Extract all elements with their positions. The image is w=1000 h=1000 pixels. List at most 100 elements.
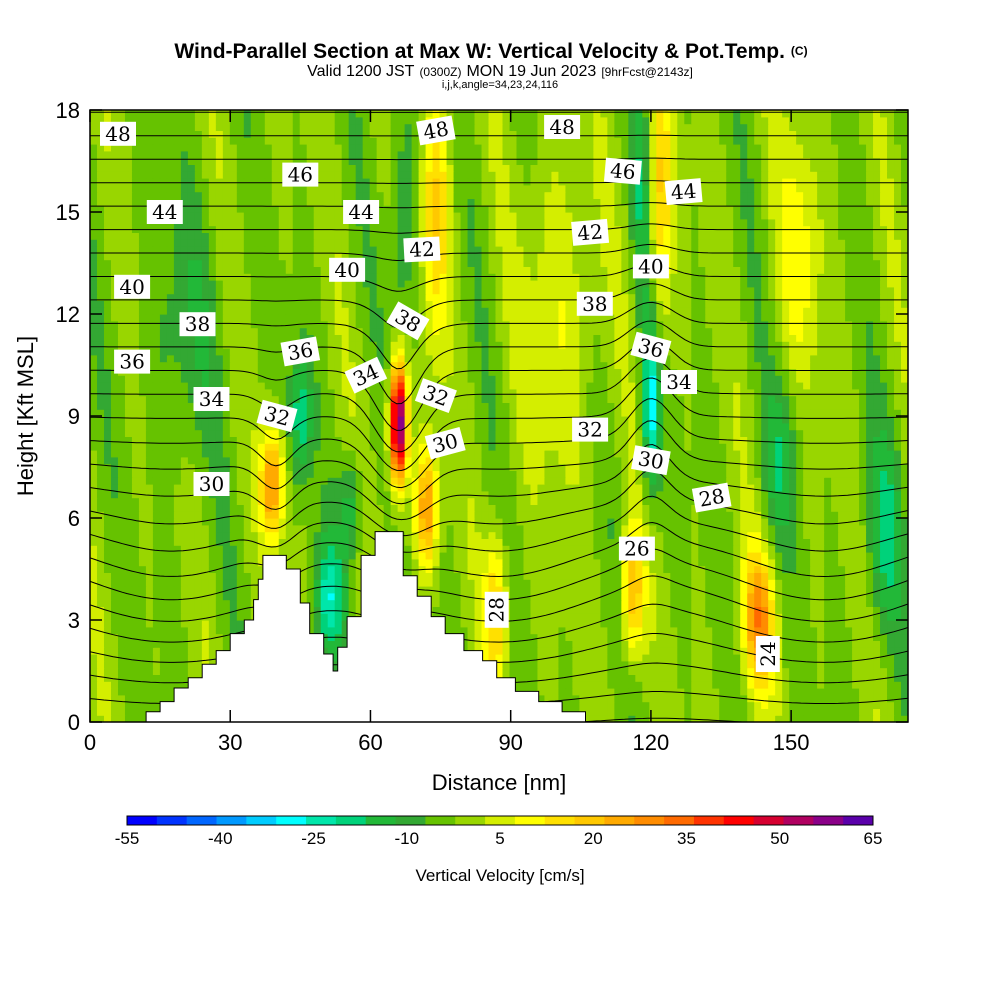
heat-cell: [579, 565, 587, 573]
heat-cell: [481, 511, 490, 519]
heat-cell: [600, 626, 608, 635]
heat-cell: [201, 620, 210, 628]
heat-cell: [572, 647, 580, 655]
heat-cell: [278, 463, 287, 471]
heat-cell: [880, 518, 888, 526]
heat-cell: [670, 606, 678, 614]
heat-cell: [894, 579, 902, 587]
heat-cell: [572, 443, 580, 451]
heat-cell: [90, 518, 98, 526]
heat-cell: [124, 606, 133, 614]
heat-cell: [362, 463, 371, 471]
heat-cell: [523, 429, 532, 437]
heat-cell: [894, 660, 902, 669]
heat-cell: [327, 599, 336, 607]
heat-cell: [90, 660, 98, 669]
heat-cell: [663, 654, 671, 662]
heat-cell: [894, 613, 902, 621]
heat-cell: [320, 606, 329, 614]
heat-cell: [96, 524, 105, 533]
heat-cell: [145, 545, 154, 553]
heat-cell: [124, 660, 133, 669]
heat-cell: [586, 524, 594, 533]
heat-cell: [719, 558, 727, 567]
heat-cell: [628, 620, 636, 628]
heat-cell: [726, 450, 734, 458]
heat-cell: [754, 613, 762, 621]
heat-cell: [397, 450, 406, 458]
heat-cell: [516, 586, 525, 594]
heat-cell: [642, 694, 650, 703]
heat-cell: [502, 504, 511, 512]
heat-cell: [565, 620, 574, 628]
heat-cell: [705, 538, 713, 546]
heat-cell: [628, 429, 636, 437]
heat-cell: [649, 470, 657, 478]
heat-cell: [285, 436, 294, 444]
heat-cell: [530, 497, 539, 505]
heat-cell: [852, 633, 860, 641]
heat-cell: [208, 565, 217, 573]
heat-cell: [684, 579, 692, 587]
heat-cell: [880, 524, 888, 533]
heat-cell: [663, 633, 671, 641]
heat-cell: [796, 477, 804, 485]
heat-cell: [817, 674, 825, 682]
heat-cell: [586, 654, 594, 662]
heat-cell: [418, 579, 427, 587]
heat-cell: [593, 613, 601, 621]
heat-cell: [502, 463, 511, 471]
heat-cell: [201, 552, 210, 560]
heat-cell: [866, 701, 874, 709]
heat-cell: [719, 524, 727, 533]
heat-cell: [691, 484, 699, 492]
heat-cell: [824, 674, 832, 682]
heat-cell: [628, 443, 636, 451]
heat-cell: [775, 688, 783, 696]
heat-cell: [600, 524, 608, 533]
heat-cell: [691, 436, 699, 444]
heat-cell: [607, 715, 615, 722]
heat-cell: [516, 552, 525, 560]
heat-cell: [516, 443, 525, 451]
heat-cell: [859, 708, 867, 716]
heat-cell: [516, 613, 525, 621]
heat-cell: [327, 490, 336, 499]
heat-cell: [551, 633, 560, 641]
heat-cell: [264, 429, 273, 437]
heat-cell: [439, 511, 448, 519]
heat-cell: [271, 463, 280, 471]
heat-cell: [509, 504, 518, 512]
heat-cell: [516, 660, 525, 669]
heat-cell: [271, 518, 280, 526]
heat-cell: [859, 497, 867, 505]
heat-cell: [733, 626, 741, 635]
heat-cell: [544, 572, 553, 580]
heat-cell: [173, 579, 182, 587]
heat-cell: [103, 490, 112, 499]
heat-cell: [796, 456, 804, 465]
heat-cell: [551, 531, 560, 539]
heat-cell: [481, 456, 490, 465]
heat-cell: [187, 456, 196, 465]
heat-cell: [859, 565, 867, 573]
heat-cell: [586, 443, 594, 451]
heat-cell: [509, 633, 518, 641]
heat-cell: [817, 484, 825, 492]
heat-cell: [593, 701, 601, 709]
heat-cell: [523, 613, 532, 621]
heat-cell: [159, 518, 168, 526]
heat-cell: [782, 633, 790, 641]
heat-cell: [768, 443, 776, 451]
heat-cell: [880, 504, 888, 512]
heat-cell: [96, 450, 105, 458]
heat-cell: [887, 688, 895, 696]
heat-cell: [740, 552, 748, 560]
heat-cell: [152, 688, 161, 696]
heat-cell: [621, 429, 629, 437]
heat-cell: [348, 436, 357, 444]
heat-cell: [824, 504, 832, 512]
heat-cell: [180, 484, 189, 492]
heat-cell: [768, 620, 776, 628]
heat-cell: [754, 572, 762, 580]
